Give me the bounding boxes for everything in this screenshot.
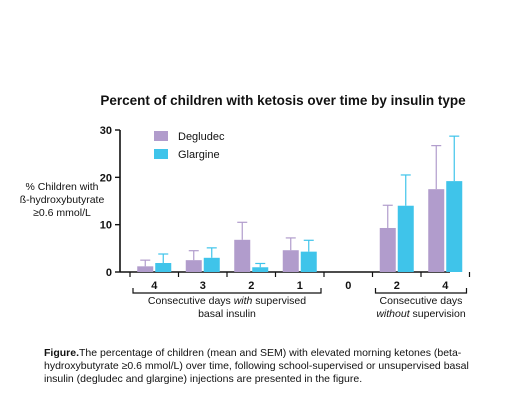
bar-glargine [446,181,463,272]
bar-degludec [234,239,251,272]
x-tick-label: 4 [442,280,449,292]
bar-glargine [155,263,172,272]
bar-degludec [137,266,154,272]
bar-degludec [428,189,445,272]
bar-degludec [282,250,299,272]
group-label-line2: basal insulin [198,308,256,320]
legend-swatch-glargine [154,149,168,159]
y-axis-label-line: ß-hydroxybutyrate [20,194,105,206]
group-bracket [132,288,322,294]
x-tick-label: 4 [151,280,158,292]
legend: Degludec Glargine [154,131,225,161]
group-label-line2: without supervision [376,308,465,320]
bar-glargine [203,257,220,272]
group-label-part: Consecutive days [148,295,234,307]
y-axis-label-line: % Children with [26,181,99,193]
bar-glargine [300,251,317,272]
group-label-line1: Consecutive days with supervised [148,295,306,307]
group-label-part: without [376,308,410,320]
group-label-line1: Consecutive days [380,295,463,307]
y-tick-label: 0 [106,267,112,279]
x-tick-label: 0 [345,280,351,292]
caption-text: The percentage of children (mean and SEM… [44,347,469,385]
x-tick-label: 2 [248,280,254,292]
x-tick-label: 2 [394,280,400,292]
group-label-part: supervised [252,295,306,307]
x-tick-label: 3 [200,280,206,292]
x-tick-label: 1 [297,280,303,292]
group-label-part: with [234,295,253,307]
bar-degludec [379,227,396,272]
group-label-part: Consecutive days [380,295,463,307]
chart-title: Percent of children with ketosis over ti… [100,93,466,108]
group-bracket [374,288,468,294]
ketosis-bar-chart: Percent of children with ketosis over ti… [20,93,471,320]
bar-glargine [397,205,414,272]
bar-glargine [252,267,269,272]
figure-caption: Figure.The percentage of children (mean … [44,347,484,386]
bar-degludec [185,260,202,272]
legend-label-degludec: Degludec [178,131,225,143]
caption-lead: Figure. [44,347,80,359]
legend-swatch-degludec [154,131,168,141]
bars [137,135,463,272]
y-tick-label: 30 [100,125,112,137]
legend-label-glargine: Glargine [178,149,220,161]
y-tick-label: 20 [100,172,112,184]
y-axis-label-line: ≥0.6 mmol/L [33,207,91,219]
y-tick-label: 10 [100,220,112,232]
group-label-part: supervision [410,308,466,320]
